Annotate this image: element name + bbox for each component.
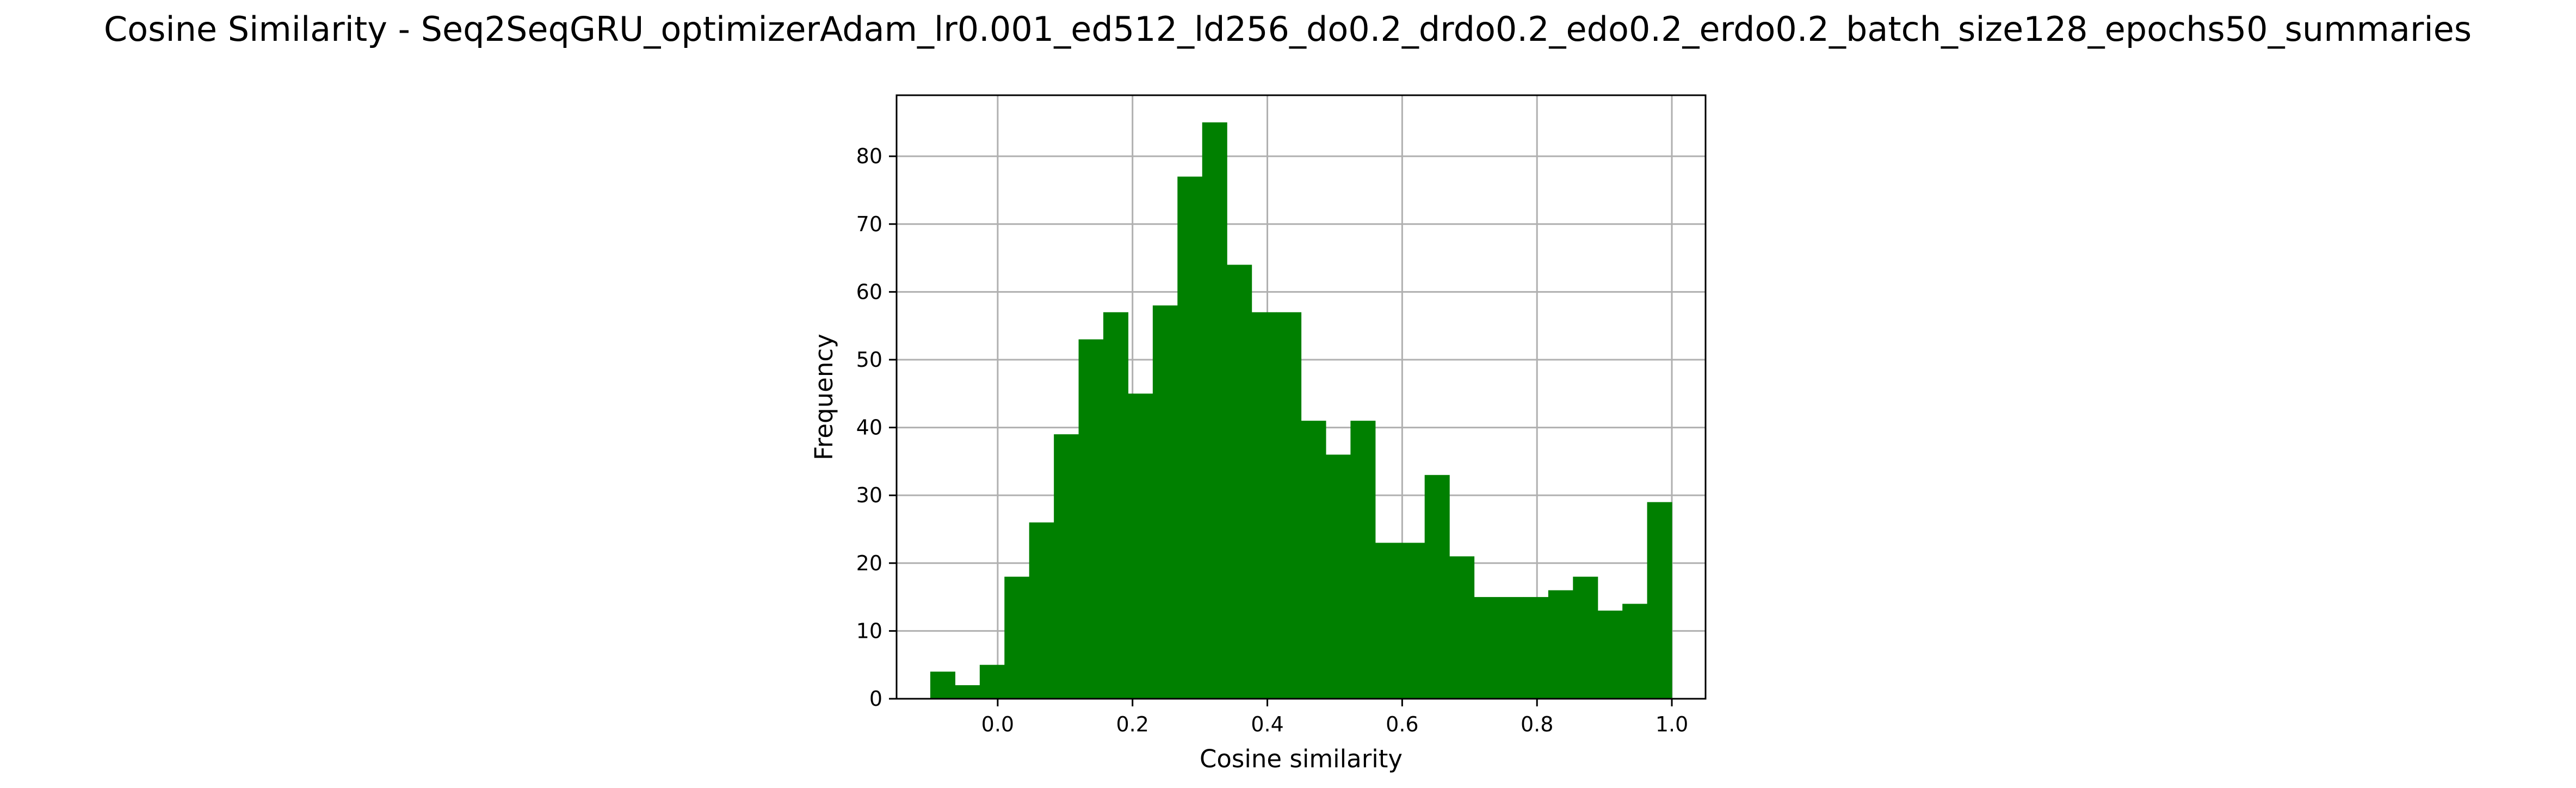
x-tick-label: 1.0 (1655, 712, 1688, 736)
histogram-bar (979, 664, 1005, 699)
histogram-bar (1004, 576, 1030, 699)
histogram-bar (1548, 590, 1573, 699)
histogram-bar (1227, 264, 1252, 699)
histogram-bar (1301, 421, 1326, 699)
histogram-bar (1152, 305, 1178, 699)
x-tick-label: 0.6 (1386, 712, 1418, 736)
histogram-bar (1251, 312, 1277, 699)
histogram-bar (1647, 502, 1672, 699)
y-tick-label: 80 (856, 144, 882, 168)
plot-frame (895, 94, 1707, 700)
histogram-bar (1573, 576, 1598, 699)
histogram-bar (930, 672, 955, 699)
y-tick-label: 30 (856, 483, 882, 507)
histogram-bar (1325, 454, 1351, 699)
histogram-bar (1597, 611, 1623, 699)
histogram-bar (1400, 543, 1425, 699)
histogram-bar (1128, 393, 1153, 699)
x-tick-label: 0.4 (1251, 712, 1283, 736)
histogram-bar (1375, 543, 1400, 699)
histogram-bar (1078, 339, 1104, 699)
histogram-bar (1449, 556, 1475, 699)
histogram-bar (1177, 176, 1203, 699)
histogram-bar (1276, 312, 1302, 699)
chart-title: Cosine Similarity - Seq2SeqGRU_optimizer… (104, 9, 2472, 49)
histogram-bar (1523, 597, 1549, 699)
x-tick-label: 0.0 (981, 712, 1014, 736)
histogram-bar (1424, 475, 1450, 699)
histogram-bar (1498, 597, 1524, 699)
y-tick-label: 20 (856, 551, 882, 575)
histogram-bar (955, 685, 980, 699)
histogram-bar (1054, 434, 1079, 699)
ticks-layer: 0.0 0.2 0.4 0.6 0.8 1.0 0 10 20 30 40 50 60 70 80 (856, 144, 1689, 736)
y-tick-label: 60 (856, 280, 882, 304)
x-tick-label: 0.2 (1116, 712, 1148, 736)
bars-layer (930, 122, 1672, 699)
histogram-bar (1622, 604, 1648, 699)
y-tick-label: 50 (856, 348, 882, 372)
y-tick-label: 10 (856, 619, 882, 643)
histogram-bar (1202, 122, 1227, 699)
y-tick-label: 0 (869, 687, 882, 711)
histogram-bar (1474, 597, 1499, 699)
histogram-bar (1350, 421, 1376, 699)
y-tick-label: 40 (856, 416, 882, 440)
y-tick-label: 70 (856, 212, 882, 236)
histogram-bar (1103, 312, 1129, 699)
y-axis-label: Frequency (810, 334, 838, 460)
x-axis-label: Cosine similarity (1200, 744, 1403, 773)
x-tick-label: 0.8 (1521, 712, 1553, 736)
histogram-bar (1029, 522, 1054, 699)
